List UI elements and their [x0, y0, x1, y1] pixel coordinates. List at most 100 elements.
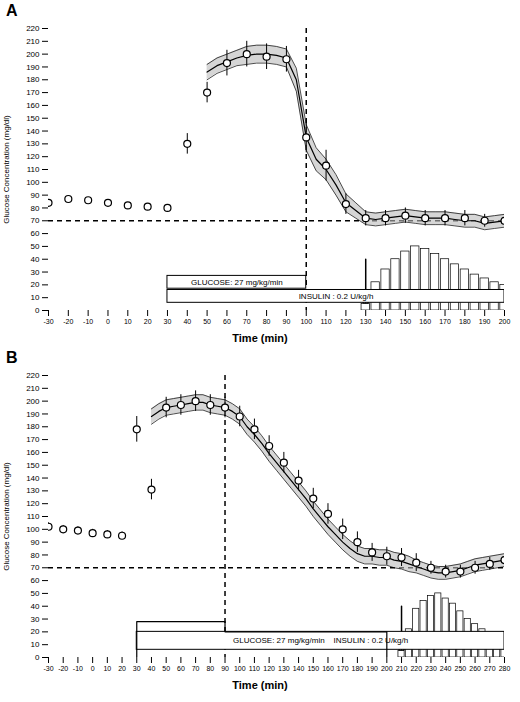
svg-text:40: 40: [31, 602, 40, 611]
svg-text:250: 250: [455, 665, 467, 672]
svg-text:30: 30: [164, 318, 172, 325]
svg-text:210: 210: [396, 665, 408, 672]
svg-text:-20: -20: [58, 665, 68, 672]
svg-text:170: 170: [26, 88, 40, 97]
svg-text:200: 200: [381, 665, 393, 672]
svg-text:110: 110: [249, 665, 260, 672]
svg-text:0: 0: [91, 665, 95, 672]
svg-text:200: 200: [26, 397, 40, 406]
svg-text:180: 180: [459, 318, 471, 325]
svg-text:80: 80: [31, 204, 40, 213]
svg-text:270: 270: [484, 665, 496, 672]
svg-text:150: 150: [307, 665, 319, 672]
svg-text:INSULIN : 0.2 U/kg/h: INSULIN : 0.2 U/kg/h: [299, 292, 374, 301]
svg-text:130: 130: [26, 486, 40, 495]
svg-text:180: 180: [26, 75, 40, 84]
svg-text:50: 50: [31, 589, 40, 598]
svg-text:40: 40: [148, 665, 156, 672]
svg-text:150: 150: [400, 318, 412, 325]
svg-text:170: 170: [337, 665, 349, 672]
svg-text:30: 30: [133, 665, 141, 672]
svg-text:90: 90: [31, 191, 40, 200]
svg-text:20: 20: [144, 318, 152, 325]
svg-text:-30: -30: [43, 665, 53, 672]
svg-text:100: 100: [26, 178, 40, 187]
svg-text:100: 100: [300, 318, 312, 325]
svg-text:90: 90: [283, 318, 291, 325]
svg-text:110: 110: [320, 318, 331, 325]
svg-text:210: 210: [26, 384, 40, 393]
svg-text:70: 70: [31, 563, 40, 572]
svg-text:10: 10: [124, 318, 132, 325]
svg-text:180: 180: [352, 665, 364, 672]
svg-text:130: 130: [360, 318, 372, 325]
svg-text:190: 190: [479, 318, 491, 325]
svg-text:80: 80: [263, 318, 271, 325]
svg-text:210: 210: [26, 37, 40, 46]
svg-text:220: 220: [410, 665, 422, 672]
svg-text:120: 120: [340, 318, 352, 325]
svg-text:90: 90: [31, 538, 40, 547]
svg-text:140: 140: [26, 474, 40, 483]
svg-text:180: 180: [26, 422, 40, 431]
svg-text:0: 0: [35, 306, 40, 315]
svg-text:60: 60: [31, 229, 40, 238]
svg-text:GLUCOSE: 27 mg/kg/min INSUL: GLUCOSE: 27 mg/kg/min INSULIN : 0.2 U/kg…: [233, 636, 408, 645]
svg-text:140: 140: [26, 127, 40, 136]
svg-text:-10: -10: [73, 665, 83, 672]
svg-text:100: 100: [234, 665, 246, 672]
svg-text:50: 50: [162, 665, 170, 672]
svg-text:20: 20: [31, 627, 40, 636]
svg-text:160: 160: [322, 665, 334, 672]
svg-text:70: 70: [31, 216, 40, 225]
svg-text:130: 130: [26, 139, 40, 148]
svg-text:-30: -30: [43, 318, 53, 325]
svg-text:20: 20: [118, 665, 126, 672]
svg-text:50: 50: [203, 318, 211, 325]
svg-text:10: 10: [31, 640, 40, 649]
svg-text:190: 190: [26, 63, 40, 72]
svg-text:120: 120: [26, 499, 40, 508]
svg-text:20: 20: [31, 280, 40, 289]
svg-text:220: 220: [26, 24, 40, 33]
svg-text:40: 40: [31, 255, 40, 264]
svg-text:260: 260: [469, 665, 481, 672]
svg-text:160: 160: [419, 318, 431, 325]
svg-text:80: 80: [206, 665, 214, 672]
svg-text:150: 150: [26, 461, 40, 470]
svg-text:0: 0: [106, 318, 110, 325]
svg-text:40: 40: [183, 318, 191, 325]
svg-text:60: 60: [31, 576, 40, 585]
svg-text:150: 150: [26, 114, 40, 123]
svg-text:170: 170: [439, 318, 451, 325]
svg-text:160: 160: [26, 101, 40, 110]
svg-text:Glucose Concentration (mg/dl): Glucose Concentration (mg/dl): [2, 462, 11, 571]
svg-text:170: 170: [26, 435, 40, 444]
svg-text:30: 30: [31, 615, 40, 624]
svg-text:220: 220: [26, 371, 40, 380]
svg-text:GLUCOSE: 27 mg/kg/min: GLUCOSE: 27 mg/kg/min: [191, 278, 283, 287]
svg-text:240: 240: [440, 665, 452, 672]
svg-text:280: 280: [499, 665, 511, 672]
svg-text:130: 130: [278, 665, 290, 672]
svg-text:90: 90: [221, 665, 229, 672]
svg-text:50: 50: [31, 242, 40, 251]
svg-text:190: 190: [26, 410, 40, 419]
svg-text:Glucose Concentration (mg/dl): Glucose Concentration (mg/dl): [2, 115, 11, 224]
svg-text:70: 70: [192, 665, 200, 672]
svg-text:-10: -10: [83, 318, 93, 325]
svg-text:120: 120: [26, 152, 40, 161]
svg-text:-20: -20: [63, 318, 73, 325]
svg-text:60: 60: [177, 665, 185, 672]
svg-text:70: 70: [243, 318, 251, 325]
svg-text:200: 200: [499, 318, 511, 325]
svg-text:160: 160: [26, 448, 40, 457]
svg-text:30: 30: [31, 268, 40, 277]
svg-text:110: 110: [27, 165, 40, 174]
svg-text:60: 60: [223, 318, 231, 325]
svg-text:140: 140: [293, 665, 305, 672]
svg-text:120: 120: [263, 665, 275, 672]
svg-text:230: 230: [425, 665, 437, 672]
svg-text:10: 10: [103, 665, 111, 672]
svg-text:0: 0: [35, 653, 40, 662]
